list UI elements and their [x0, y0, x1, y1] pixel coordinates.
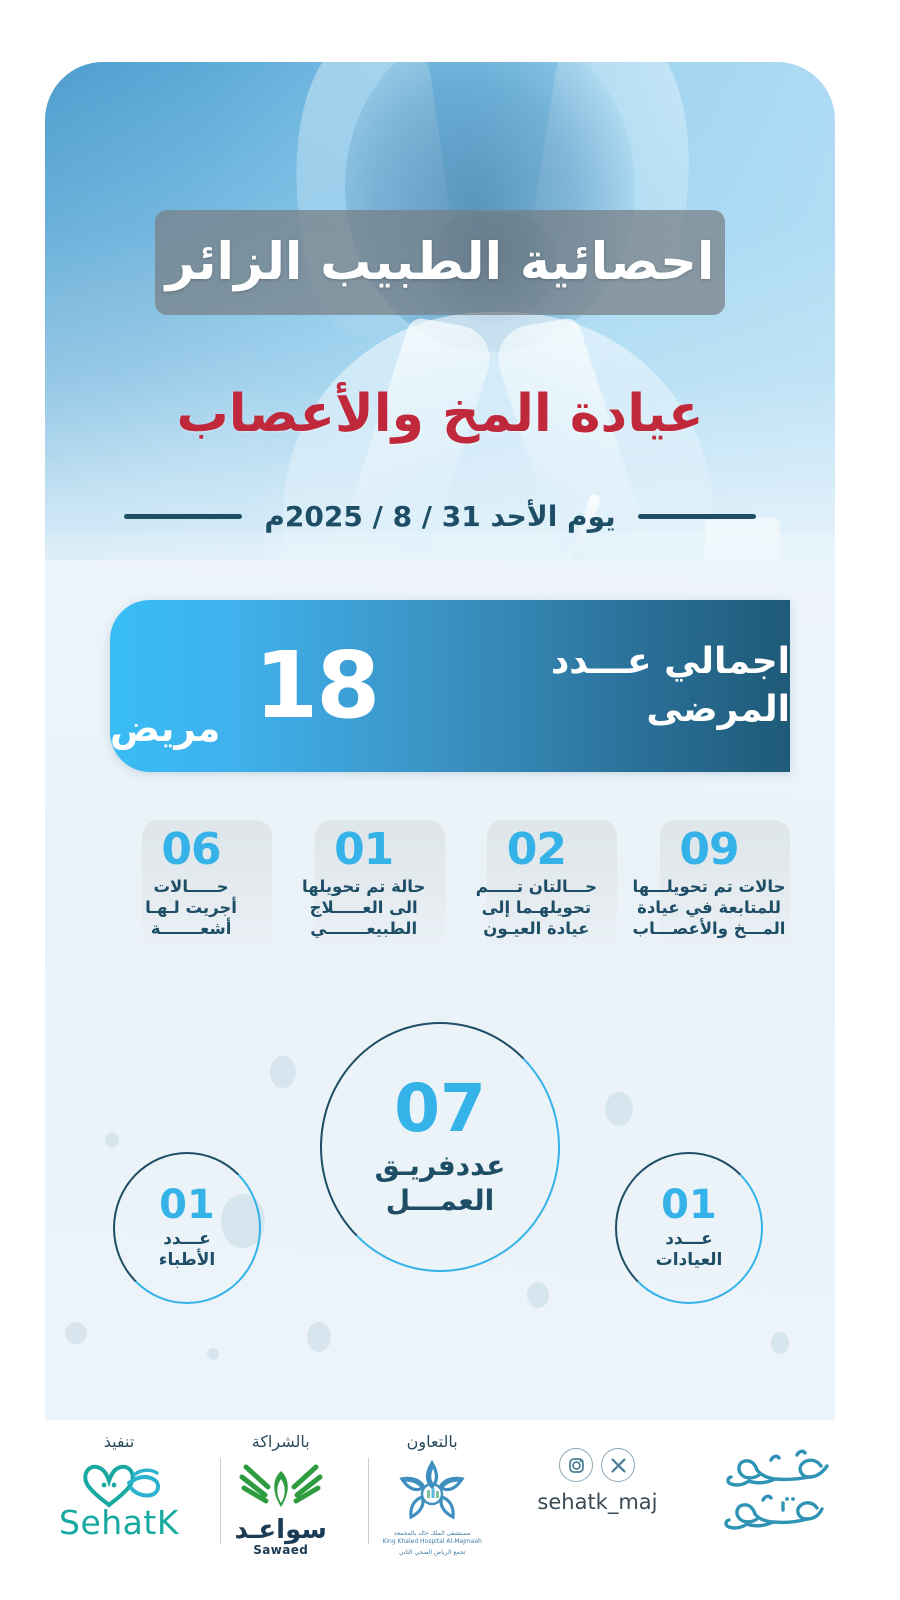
stat-card-referred-neuro-followup: 09 حالات تم تحويلـــها للمتابعة في عيادة…	[628, 818, 790, 950]
circle-metric-team-size: 07 عددفريـق العمـــل	[320, 1022, 560, 1272]
hospital-cluster-arabic: تجمع الرياض الصحي الثاني	[398, 1549, 466, 1557]
partnership-caption: بالشراكة	[251, 1432, 310, 1451]
decor-bubble	[605, 1092, 633, 1126]
x-glyph-icon	[611, 1457, 626, 1473]
stat-card-referred-eye-clinic: 02 حـــالتان تـــــم تحويلهـما إلى عيادة…	[455, 818, 618, 950]
decor-bubble	[207, 1348, 219, 1360]
decor-bubble	[307, 1322, 331, 1352]
footer-divider	[368, 1458, 370, 1544]
circle-metrics-zone: 07 عددفريـق العمـــل 01 عـــدد الأطباء 0…	[45, 1000, 835, 1360]
sehatk-wordmark: SehatK	[59, 1503, 179, 1542]
decor-bubble	[65, 1322, 87, 1344]
footer-block-partnership: بالشراكة سواعـد Sawaed	[220, 1432, 340, 1557]
stat-number: 06	[161, 824, 221, 875]
stat-description: حـــالتان تـــــم تحويلهـما إلى عيادة ال…	[475, 877, 597, 939]
stat-number: 09	[679, 824, 739, 875]
circle-label: عددفريـق العمـــل	[374, 1149, 506, 1217]
page-title: احصائية الطبيب الزائر	[165, 233, 715, 292]
footer: تنفيذ SehatK بالشراكة	[0, 1424, 900, 1600]
instagram-glyph-icon	[569, 1457, 584, 1473]
title-band: احصائية الطبيب الزائر	[155, 210, 725, 315]
instagram-icon[interactable]	[559, 1448, 594, 1482]
clinic-name: عيادة المخ والأعصاب	[176, 384, 704, 444]
footer-block-slogan	[699, 1432, 855, 1538]
circle-label: عـــدد الأطباء	[158, 1228, 216, 1270]
date-row: يوم الأحد 31 / 8 / 2025م	[45, 500, 835, 533]
decor-bubble	[105, 1132, 119, 1148]
social-handle[interactable]: sehatk_maj	[537, 1490, 658, 1514]
circle-number: 01	[661, 1181, 717, 1228]
king-khaled-hospital-star-icon	[399, 1459, 465, 1520]
stat-cards-row: 09 حالات تم تحويلـــها للمتابعة في عيادة…	[110, 818, 790, 950]
x-twitter-icon[interactable]	[601, 1448, 636, 1482]
footer-block-execution: تنفيذ SehatK	[45, 1432, 193, 1542]
sawaed-arabic-wordmark: سواعـد	[234, 1515, 327, 1545]
total-patients-banner: اجمالي عـــدد المرضى 18 مريض	[110, 600, 790, 772]
execution-caption: تنفيذ	[103, 1432, 135, 1451]
circle-number: 01	[159, 1181, 215, 1228]
stat-description: حـــــالات أجريت لـهـا أشعـــــــة	[145, 877, 237, 939]
card-chip	[487, 820, 618, 950]
footer-logo-strip: تنفيذ SehatK بالشراكة	[45, 1432, 855, 1592]
stat-number: 02	[506, 824, 567, 875]
date-rule-right	[637, 514, 756, 519]
footer-block-social: sehatk_maj	[523, 1432, 671, 1514]
decor-bubble	[527, 1282, 549, 1308]
circle-metric-clinics: 01 عـــدد العيادات	[615, 1152, 763, 1304]
stat-card-xrays-performed: 06 حـــــالات أجريت لـهـا أشعـــــــة	[110, 818, 273, 950]
sehatk-logo: SehatK	[59, 1457, 179, 1542]
slogan-calligraphy-icon	[724, 1449, 829, 1530]
footer-block-cooperation: بالتعاون	[368, 1432, 495, 1557]
hero-header: احصائية الطبيب الزائر عيادة المخ والأعصا…	[45, 62, 835, 607]
stat-number: 01	[334, 824, 394, 875]
report-date: يوم الأحد 31 / 8 / 2025م	[264, 500, 616, 533]
card-chip	[142, 820, 273, 950]
sehatk-mark-icon	[83, 1464, 160, 1508]
stat-description: حالات تم تحويلـــها للمتابعة في عيادة ال…	[632, 877, 786, 939]
card-chip	[660, 820, 790, 950]
date-rule-left	[124, 514, 243, 519]
hospital-name-arabic: مستشفى الملك خالد بالمجمعة	[394, 1530, 471, 1537]
decor-bubble	[771, 1332, 789, 1354]
total-patients-label: اجمالي عـــدد المرضى	[550, 641, 790, 730]
decor-bubble	[270, 1056, 296, 1088]
circle-label: عـــدد العيادات	[655, 1228, 723, 1270]
hospital-name-latin: King Khaled Hospital Al-Majmaah	[382, 1538, 482, 1546]
stat-card-referred-physiotherapy: 01 حالة تم تحويلها الى العـــــلاج الطبي…	[283, 818, 445, 950]
social-icon-group[interactable]	[559, 1448, 636, 1482]
sawaed-latin-wordmark: Sawaed	[253, 1543, 309, 1557]
stat-description: حالة تم تحويلها الى العـــــلاج الطبيعــ…	[302, 877, 426, 939]
circle-number: 07	[394, 1070, 486, 1147]
total-patients-number: 18	[254, 632, 380, 739]
cooperation-caption: بالتعاون	[406, 1432, 458, 1451]
sawaed-hands-icon	[239, 1464, 323, 1507]
circle-metric-doctors: 01 عـــدد الأطباء	[113, 1152, 261, 1304]
footer-divider	[220, 1458, 222, 1544]
card-chip	[314, 820, 445, 950]
total-patients-unit: مريض	[110, 707, 221, 750]
